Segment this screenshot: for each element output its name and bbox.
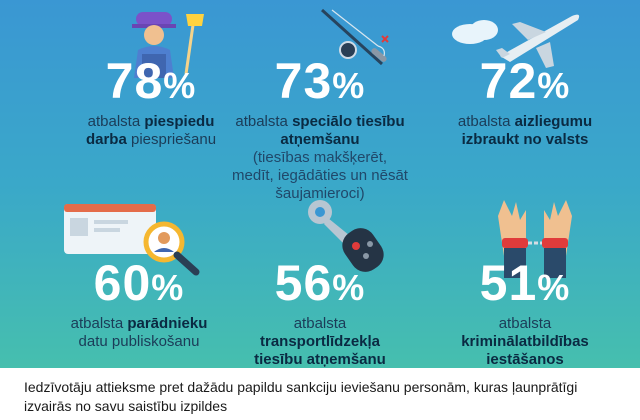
stat-tile: 78% atbalsta piespiedu darba piespriešan… bbox=[56, 56, 246, 149]
stat-tile: 73% atbalsta speciālo tiesību atņemšanu … bbox=[230, 56, 410, 203]
stat-percent: 72% bbox=[479, 53, 571, 109]
stat-tile: 60% atbalsta parādnieku datu publiskošan… bbox=[44, 258, 234, 351]
stat-description: atbalsta piespiedu darba piespriešanu bbox=[85, 113, 217, 148]
stat-tile: 72% atbalsta aizliegumu izbraukt no vals… bbox=[430, 56, 620, 149]
fishing-rod-icon bbox=[320, 8, 389, 66]
magnifier-profile-icon bbox=[64, 204, 200, 276]
handcuffs-icon bbox=[498, 200, 572, 278]
stat-percent: 60% bbox=[93, 255, 185, 311]
stat-percent: 56% bbox=[274, 255, 366, 311]
stat-tile: 51% atbalsta kriminālatbildības iestāšan… bbox=[430, 258, 620, 369]
infographic-panel: 78% atbalsta piespiedu darba piespriešan… bbox=[0, 0, 640, 368]
car-key-icon bbox=[308, 200, 384, 272]
stat-description: atbalsta aizliegumu izbraukt no valsts bbox=[457, 113, 593, 148]
stat-percent: 78% bbox=[105, 53, 197, 109]
stat-percent: 73% bbox=[274, 53, 366, 109]
infographic-caption: Iedzīvotāju attieksme pret dažādu papild… bbox=[24, 379, 578, 414]
stat-percent: 51% bbox=[479, 255, 571, 311]
airplane-icon bbox=[452, 14, 580, 68]
worker-icon bbox=[132, 12, 204, 78]
stat-description: atbalsta parādnieku datu publiskošanu bbox=[70, 315, 208, 350]
stat-description: atbalsta transportlīdzekļa tiesību atņem… bbox=[254, 315, 386, 368]
stat-description: atbalsta speciālo tiesību atņemšanu (tie… bbox=[232, 113, 408, 202]
stat-description: atbalsta kriminālatbildības iestāšanos bbox=[461, 315, 589, 368]
stat-tile: 56% atbalsta transportlīdzekļa tiesību a… bbox=[230, 258, 410, 369]
